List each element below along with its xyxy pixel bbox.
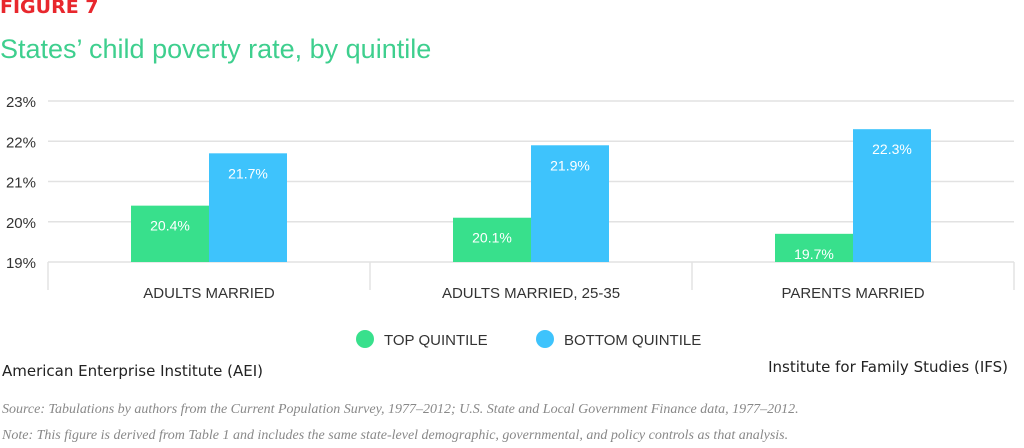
y-tick-label: 19% bbox=[6, 255, 36, 272]
data-label: 20.4% bbox=[150, 218, 190, 234]
y-tick-label: 20% bbox=[6, 215, 36, 232]
data-label: 21.9% bbox=[550, 157, 590, 173]
figure-label: FIGURE 7 bbox=[0, 0, 99, 18]
bar bbox=[531, 145, 609, 262]
y-tick-label: 21% bbox=[6, 175, 36, 192]
x-tick-label: PARENTS MARRIED bbox=[781, 285, 924, 302]
footnote: Note: This figure is derived from Table … bbox=[2, 428, 789, 443]
y-tick-label: 23% bbox=[6, 94, 36, 111]
source-note: Source: Tabulations by authors from the … bbox=[2, 402, 799, 417]
x-tick-label: ADULTS MARRIED bbox=[143, 285, 275, 302]
legend-marker bbox=[356, 330, 374, 348]
bar bbox=[209, 153, 287, 262]
data-label: 21.7% bbox=[228, 165, 268, 181]
bar bbox=[853, 129, 931, 262]
legend-label: TOP QUINTILE bbox=[384, 332, 488, 349]
legend-label: BOTTOM QUINTILE bbox=[564, 332, 701, 349]
legend-marker bbox=[536, 330, 554, 348]
data-label: 20.1% bbox=[472, 230, 512, 246]
x-tick-label: ADULTS MARRIED, 25-35 bbox=[442, 285, 620, 302]
y-tick-label: 22% bbox=[6, 134, 36, 151]
bar bbox=[131, 205, 209, 262]
left-attribution: American Enterprise Institute (AEI) bbox=[2, 362, 264, 380]
right-attribution: Institute for Family Studies (IFS) bbox=[768, 358, 1008, 376]
bar bbox=[453, 217, 531, 262]
data-label: 19.7% bbox=[794, 246, 834, 262]
bar bbox=[775, 233, 853, 262]
chart-title: States’ child poverty rate, by quintile bbox=[0, 34, 432, 64]
data-label: 22.3% bbox=[872, 141, 912, 157]
